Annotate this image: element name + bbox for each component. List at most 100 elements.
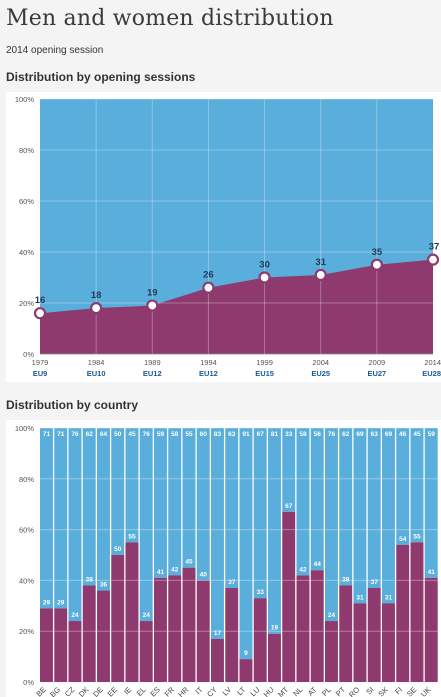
bar-label-men: 33 xyxy=(285,431,293,438)
bar-men xyxy=(225,428,239,589)
x-tick-label: 1979 xyxy=(32,358,49,367)
bar-label-women: 31 xyxy=(385,594,393,601)
data-label: 37 xyxy=(429,242,440,253)
x-tick-sublabel: EU15 xyxy=(255,369,274,378)
y-tick-label: 60% xyxy=(19,197,34,206)
data-point-marker xyxy=(90,302,103,315)
bar-label-men: 71 xyxy=(57,431,65,438)
x-tick-label: PL xyxy=(320,685,333,697)
bar-men xyxy=(196,428,210,581)
x-tick-label: DE xyxy=(91,685,105,697)
section-title-country: Distribution by country xyxy=(6,398,138,412)
bar-label-men: 59 xyxy=(428,431,436,438)
bar-label-men: 76 xyxy=(328,431,336,438)
bar-label-women: 54 xyxy=(399,536,407,543)
bar-women xyxy=(339,585,353,682)
data-label: 16 xyxy=(35,295,46,306)
data-point-marker xyxy=(426,253,440,266)
x-tick-label: EE xyxy=(106,685,119,697)
bar-label-men: 69 xyxy=(385,431,393,438)
y-tick-label: 100% xyxy=(15,424,35,433)
bar-women xyxy=(125,542,139,682)
bar-label-men: 67 xyxy=(257,431,265,438)
x-tick-sublabel: EU10 xyxy=(87,369,106,378)
y-tick-label: 40% xyxy=(19,576,34,585)
x-tick-label: FI xyxy=(393,685,404,696)
x-tick-label: PT xyxy=(334,685,347,697)
x-tick-label: LT xyxy=(235,685,247,697)
bar-label-women: 42 xyxy=(171,566,179,573)
x-tick-label: DK xyxy=(77,685,91,697)
bar-label-women: 42 xyxy=(299,566,307,573)
bar-label-men: 50 xyxy=(114,431,122,438)
bar-label-men: 76 xyxy=(143,431,151,438)
bar-label-women: 24 xyxy=(71,612,79,619)
x-tick-sublabel: EU27 xyxy=(367,369,386,378)
bar-men xyxy=(239,428,253,660)
data-point-marker xyxy=(314,268,327,282)
x-tick-label: 2014 xyxy=(424,358,441,367)
bar-label-women: 37 xyxy=(228,579,236,586)
data-label: 18 xyxy=(91,290,102,301)
bar-men xyxy=(125,428,139,543)
x-tick-sublabel: EU25 xyxy=(311,369,330,378)
bar-men xyxy=(296,428,310,576)
bar-label-men: 58 xyxy=(299,431,307,438)
bar-label-men: 76 xyxy=(71,431,79,438)
bar-women xyxy=(396,544,410,682)
bar-men xyxy=(325,428,338,622)
bar-women xyxy=(68,621,82,682)
data-label: 19 xyxy=(147,288,158,299)
bar-label-women: 41 xyxy=(157,569,165,576)
x-tick-label: UK xyxy=(419,685,433,697)
x-tick-label: FR xyxy=(163,685,177,697)
bar-women xyxy=(239,659,253,682)
bar-men xyxy=(154,428,167,578)
bar-label-women: 44 xyxy=(314,561,322,568)
bar-label-women: 17 xyxy=(214,630,222,637)
x-tick-label: CZ xyxy=(63,685,77,697)
sessions-chart-container: 0% 20% 40% 60% 80% 100% 1979 EU9 1984 EU10 1989 EU1… xyxy=(6,92,441,382)
x-tick-label: 2009 xyxy=(369,358,386,367)
x-tick-label: 1984 xyxy=(88,358,105,367)
bar-label-men: 81 xyxy=(271,431,279,438)
bar-men xyxy=(339,428,353,586)
data-point-marker xyxy=(258,271,271,284)
bar-women xyxy=(225,588,239,682)
x-tick-label: IE xyxy=(122,685,133,696)
bar-women xyxy=(325,621,338,682)
bar-men xyxy=(310,428,324,571)
bar-women xyxy=(40,608,53,682)
bar-label-women: 45 xyxy=(185,559,193,566)
page-title: Men and women distribution xyxy=(6,6,334,31)
bar-label-women: 24 xyxy=(143,612,151,619)
y-tick-label: 20% xyxy=(19,299,34,308)
bar-men xyxy=(168,428,182,576)
y-tick-label: 100% xyxy=(15,95,35,104)
page-subtitle: 2014 opening session xyxy=(6,45,104,56)
bar-label-women: 37 xyxy=(371,579,379,586)
bar-label-men: 46 xyxy=(399,431,407,438)
x-tick-label: HU xyxy=(262,685,276,697)
bar-women xyxy=(111,555,125,682)
x-tick-label: LV xyxy=(221,685,233,697)
bar-men xyxy=(424,428,438,578)
bar-label-men: 63 xyxy=(371,431,379,438)
y-tick-label: 20% xyxy=(19,627,34,636)
bar-men xyxy=(353,428,367,604)
x-tick-label: 1999 xyxy=(256,358,273,367)
y-tick-label: 0% xyxy=(23,678,34,687)
bar-label-women: 19 xyxy=(271,625,279,632)
bar-men xyxy=(111,428,125,555)
y-tick-label: 60% xyxy=(19,526,34,535)
data-point-marker xyxy=(33,307,47,320)
bar-label-women: 50 xyxy=(114,546,122,553)
bar-men xyxy=(268,428,281,634)
bar-women xyxy=(382,603,395,682)
bar-men xyxy=(97,428,110,591)
data-point-marker xyxy=(370,258,383,271)
bar-label-women: 55 xyxy=(413,533,421,540)
bar-label-men: 83 xyxy=(214,431,222,438)
bar-men xyxy=(40,428,53,609)
bar-label-women: 67 xyxy=(285,503,293,510)
